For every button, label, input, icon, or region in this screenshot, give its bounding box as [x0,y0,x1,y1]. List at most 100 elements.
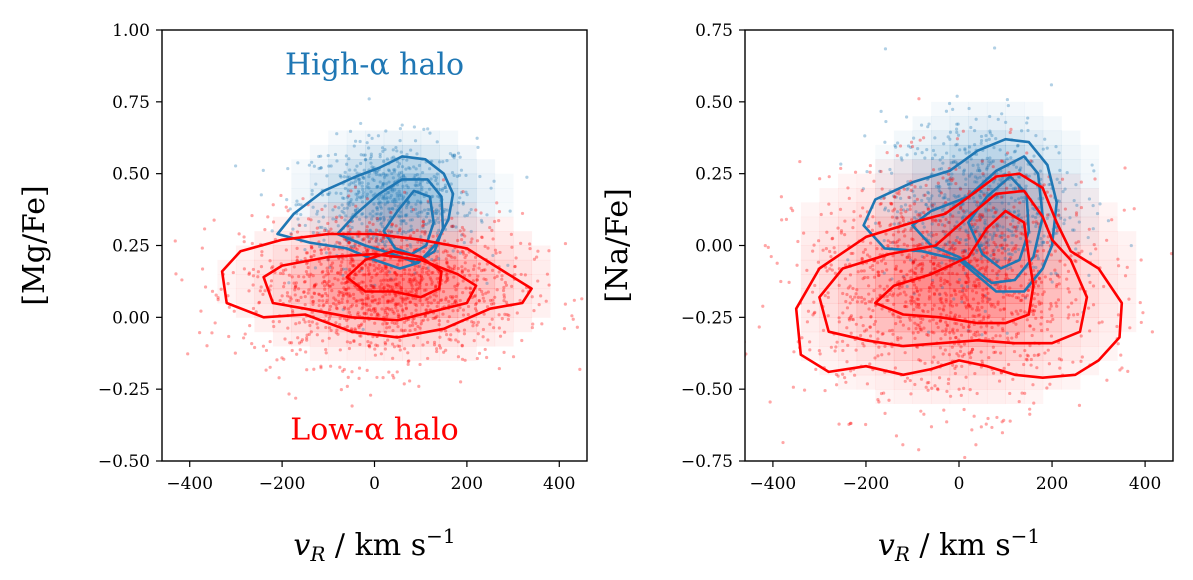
scatter-point [456,249,460,254]
scatter-point [1000,431,1005,435]
scatter-point [475,323,479,327]
hist-bin [1042,259,1062,275]
hist-bin [476,231,496,246]
scatter-point [963,238,967,242]
scatter-point [356,189,361,193]
scatter-point [979,134,984,139]
scatter-point [293,293,297,297]
scatter-point [317,303,321,308]
hist-bin [328,130,348,146]
scatter-point [930,282,934,287]
scatter-point [384,311,388,315]
scatter-point [1039,328,1044,333]
scatter-point [1056,213,1061,217]
scatter-point [324,325,328,330]
hist-bin [235,274,255,290]
scatter-point [919,409,923,413]
scatter-point [740,297,743,300]
scatter-point [440,298,444,302]
scatter-point [414,288,418,292]
scatter-point [1018,168,1022,172]
scatter-point [419,275,423,279]
hist-bin [875,216,895,232]
scatter-point [769,254,773,259]
scatter-point [397,194,401,198]
scatter-point [357,326,361,330]
scatter-point [421,303,425,307]
scatter-point [520,338,524,343]
scatter-point [361,327,365,332]
scatter-point [376,169,380,173]
hist-bin [291,274,311,290]
hist-bin [986,116,1007,132]
scatter-point [1031,303,1035,307]
scatter-point [310,246,314,250]
scatter-point [303,280,307,284]
scatter-point [908,256,912,260]
hist-bin [328,346,348,361]
scatter-point [379,237,384,241]
scatter-point [821,328,826,333]
scatter-point [392,278,396,282]
hist-bin [420,144,440,160]
scatter-point [293,286,297,290]
scatter-point [939,318,943,322]
scatter-point [901,230,905,234]
scatter-point [506,317,510,321]
scatter-point [396,324,400,329]
scatter-point [453,299,457,303]
hist-bin [893,374,913,390]
scatter-point [798,159,802,164]
scatter-point [259,265,264,269]
scatter-point [397,162,402,166]
scatter-point [462,252,466,256]
hist-bin [838,231,858,246]
scatter-point [909,188,913,193]
scatter-point [345,291,349,295]
scatter-point [375,314,379,318]
scatter-point [1014,227,1019,231]
scatter-point [348,129,353,133]
scatter-point [337,293,341,297]
x-axis-label: vR / km s−1 [878,524,1040,566]
scatter-point [347,310,351,314]
scatter-point [258,289,262,293]
scatter-point [960,216,964,221]
scatter-point [484,291,488,295]
scatter-point [367,133,371,137]
scatter-point [903,304,907,309]
scatter-point [1005,274,1009,278]
scatter-point [1010,294,1015,298]
scatter-point [309,244,313,249]
scatter-point [366,308,370,312]
scatter-point [291,227,295,231]
scatter-point [970,428,974,432]
scatter-point [978,189,983,194]
scatter-point [1034,221,1039,226]
scatter-point [399,150,403,154]
scatter-point [434,286,438,290]
scatter-point [962,342,967,346]
scatter-point [452,301,457,305]
scatter-point [952,194,956,198]
scatter-point [852,210,856,214]
scatter-point [385,273,389,277]
scatter-point [407,166,411,170]
scatter-point [1040,243,1044,247]
scatter-point [837,267,841,271]
scatter-point [460,225,465,230]
scatter-point [406,359,410,364]
scatter-point [931,168,936,172]
hist-bin [1005,360,1025,376]
hist-bin [893,360,913,376]
scatter-point [219,287,223,291]
scatter-point [338,348,342,352]
scatter-point [979,325,983,329]
scatter-point [404,167,408,171]
scatter-point [1009,256,1013,260]
scatter-point [364,215,368,219]
scatter-point [539,294,543,298]
scatter-point [461,290,465,295]
scatter-point [965,298,969,302]
scatter-point [352,339,356,344]
